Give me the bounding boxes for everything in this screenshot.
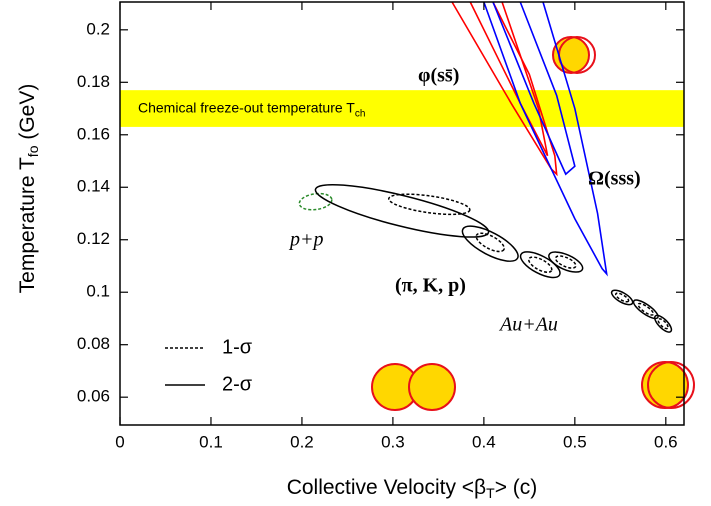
x-tick-label: 0.4	[472, 432, 496, 451]
y-tick-label: 0.08	[77, 334, 110, 353]
contour-ellipse	[554, 255, 577, 269]
annotation: Au+Au	[498, 314, 558, 336]
y-axis-label: Temperature Tfo (GeV)	[16, 84, 41, 294]
contour-ellipse	[657, 318, 669, 330]
contour-region	[492, 1, 576, 176]
y-label-sub: fo	[25, 145, 41, 157]
nuclei-icons	[371, 36, 695, 411]
contour-ellipse	[519, 251, 561, 279]
band-label-text: Chemical freeze-out temperature T	[138, 99, 355, 115]
band-label-sub: ch	[355, 108, 366, 119]
contour-region	[483, 1, 608, 277]
contour-ellipse	[528, 256, 553, 273]
contour-region	[451, 1, 558, 177]
x-tick-label: 0.6	[654, 432, 678, 451]
contour-ellipse	[475, 232, 505, 253]
freeze-out-band	[120, 90, 684, 127]
y-tick-label: 0.18	[77, 72, 110, 91]
legend-label: 1-σ	[222, 336, 253, 358]
contour-ellipse	[653, 314, 673, 333]
contour-ellipse	[387, 193, 471, 216]
x-label-sub: T	[486, 485, 495, 501]
contour-region	[469, 1, 549, 157]
y-tick-label: 0.2	[86, 19, 110, 38]
contour-ellipse	[548, 251, 584, 273]
contour-ellipse	[632, 299, 659, 320]
band-label: Chemical freeze-out temperature Tch	[138, 99, 365, 119]
x-tick-label: 0.3	[381, 432, 405, 451]
x-tick-label: 0	[115, 432, 124, 451]
y-tick-label: 0.06	[77, 387, 110, 406]
x-label-text: Collective Velocity <β	[287, 476, 486, 499]
x-tick-label: 0.1	[199, 432, 223, 451]
annotation: (π, K, p)	[395, 275, 466, 297]
legend-label: 2-σ	[222, 373, 253, 395]
y-tick-label: 0.12	[77, 229, 110, 248]
annotation: p+p	[288, 229, 324, 251]
annotation: Ω(sss)	[588, 168, 641, 190]
x-axis-label: Collective Velocity <βT> (c)	[287, 476, 538, 501]
annotation: φ(ss̄)	[418, 65, 459, 87]
contour-ellipse	[298, 192, 333, 211]
contour-ellipse	[314, 183, 490, 238]
y-tick-label: 0.16	[77, 124, 110, 143]
x-label-text: > (c)	[495, 476, 538, 499]
x-tick-label: 0.2	[290, 432, 314, 451]
contour-ellipse	[461, 225, 519, 262]
y-label-text: (GeV)	[16, 84, 39, 146]
plot-frame	[119, 1, 685, 426]
x-tick-label: 0.5	[563, 432, 587, 451]
y-tick-label: 0.1	[86, 282, 110, 301]
contour-ellipse	[614, 292, 630, 303]
y-tick-label: 0.14	[77, 177, 110, 196]
y-label-text: Temperature T	[16, 157, 39, 293]
contour-ellipse	[610, 289, 634, 306]
